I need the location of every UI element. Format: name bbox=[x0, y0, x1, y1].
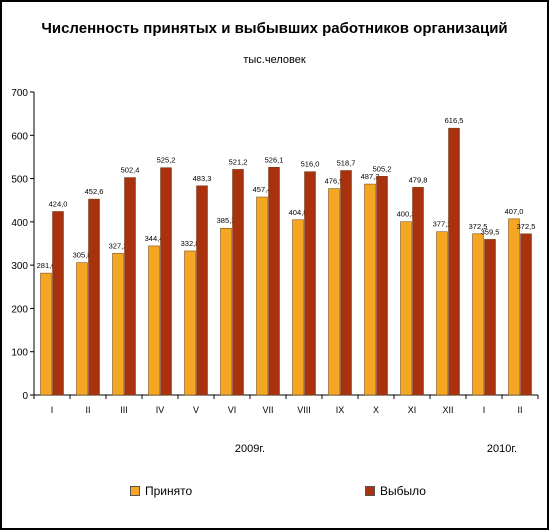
x-tick-label: V bbox=[193, 405, 199, 415]
bar-series-1 bbox=[52, 211, 64, 396]
bar-series-0 bbox=[76, 262, 88, 396]
data-label-series-0: 407,0 bbox=[505, 207, 524, 216]
bar-series-0 bbox=[400, 221, 412, 396]
bar-series-0 bbox=[148, 245, 160, 396]
bar-series-1 bbox=[376, 176, 388, 396]
data-label-series-1: 505,2 bbox=[373, 164, 392, 173]
y-tick-label: 100 bbox=[11, 348, 28, 359]
x-tick-label: I bbox=[51, 405, 54, 415]
legend-item-series-1: Выбыло bbox=[365, 484, 426, 498]
bar-series-0 bbox=[472, 233, 484, 396]
bar-series-1 bbox=[340, 170, 352, 396]
y-tick-label: 0 bbox=[22, 391, 28, 402]
y-tick-label: 200 bbox=[11, 304, 28, 315]
bar-series-1 bbox=[232, 169, 244, 396]
bar-series-1 bbox=[412, 187, 424, 396]
y-tick-label: 700 bbox=[11, 88, 28, 99]
bar-series-0 bbox=[40, 272, 52, 396]
bar-series-1 bbox=[196, 185, 208, 396]
data-label-series-0: 332,8 bbox=[181, 239, 200, 248]
data-label-series-0: 377,2 bbox=[433, 220, 452, 229]
y-tick-label: 500 bbox=[11, 175, 28, 186]
data-label-series-1: 483,3 bbox=[193, 174, 212, 183]
bar-series-0 bbox=[112, 253, 124, 396]
data-label-series-1: 452,6 bbox=[85, 187, 104, 196]
x-tick-label: I bbox=[483, 405, 486, 415]
data-label-series-0: 385,3 bbox=[217, 216, 236, 225]
bar-series-0 bbox=[256, 196, 268, 396]
data-label-series-1: 525,2 bbox=[157, 156, 176, 165]
data-label-series-1: 526,1 bbox=[265, 155, 284, 164]
y-tick-label: 300 bbox=[11, 261, 28, 272]
data-label-series-1: 516,0 bbox=[301, 160, 320, 169]
x-tick-label: VIII bbox=[297, 405, 311, 415]
data-label-series-0: 344,4 bbox=[145, 234, 164, 243]
bar-series-1 bbox=[268, 167, 280, 396]
x-tick-label: X bbox=[373, 405, 379, 415]
bar-series-0 bbox=[364, 183, 376, 396]
data-label-series-1: 424,0 bbox=[49, 199, 68, 208]
data-label-series-0: 327,2 bbox=[109, 241, 128, 250]
bar-series-0 bbox=[328, 188, 340, 396]
x-tick-label: IX bbox=[336, 405, 345, 415]
chart-subtitle: тыс.человек bbox=[243, 54, 306, 66]
x-tick-label: XII bbox=[442, 405, 453, 415]
data-label-series-0: 305,8 bbox=[73, 251, 92, 260]
legend-swatch-series-0 bbox=[130, 486, 140, 496]
x-tick-label: VI bbox=[228, 405, 237, 415]
data-label-series-0: 281,6 bbox=[37, 261, 56, 270]
legend-swatch-series-1 bbox=[365, 486, 375, 496]
bar-series-0 bbox=[220, 227, 232, 396]
group-label: 2009г. bbox=[235, 443, 265, 455]
bar-series-0 bbox=[508, 218, 520, 396]
y-tick-label: 600 bbox=[11, 131, 28, 142]
data-label-series-0: 400,3 bbox=[397, 210, 416, 219]
x-tick-label: II bbox=[85, 405, 90, 415]
data-label-series-0: 372,5 bbox=[469, 222, 488, 231]
bar-series-0 bbox=[292, 219, 304, 396]
group-label: 2010г. bbox=[487, 443, 517, 455]
x-tick-label: II bbox=[517, 405, 522, 415]
y-tick-label: 400 bbox=[11, 218, 28, 229]
bar-series-1 bbox=[160, 167, 172, 396]
bar-series-1 bbox=[124, 177, 136, 396]
x-tick-label: IV bbox=[156, 405, 165, 415]
bar-series-1 bbox=[304, 171, 316, 396]
chart-title: Численность принятых и выбывших работник… bbox=[41, 20, 508, 37]
x-tick-label: III bbox=[120, 405, 128, 415]
data-label-series-1: 518,7 bbox=[337, 158, 356, 167]
legend-label-series-0: Принято bbox=[145, 484, 193, 498]
data-label-series-0: 457,4 bbox=[253, 185, 272, 194]
x-tick-label: XI bbox=[408, 405, 417, 415]
x-tick-label: VII bbox=[262, 405, 273, 415]
bar-series-0 bbox=[436, 231, 448, 396]
data-label-series-0: 487,3 bbox=[361, 172, 380, 181]
data-label-series-1: 359,5 bbox=[481, 227, 500, 236]
bar-series-1 bbox=[520, 233, 532, 396]
bar-series-0 bbox=[184, 250, 196, 396]
legend-label-series-1: Выбыло bbox=[380, 484, 426, 498]
data-label-series-1: 372,5 bbox=[517, 222, 536, 231]
data-label-series-1: 479,8 bbox=[409, 175, 428, 184]
data-label-series-0: 476,9 bbox=[325, 177, 344, 186]
data-label-series-1: 616,5 bbox=[445, 116, 464, 125]
data-label-series-1: 521,2 bbox=[229, 157, 248, 166]
data-label-series-1: 502,4 bbox=[121, 166, 140, 175]
bar-series-1 bbox=[484, 239, 496, 396]
bar-series-1 bbox=[88, 198, 100, 396]
bar-series-1 bbox=[448, 127, 460, 396]
data-label-series-0: 404,8 bbox=[289, 208, 308, 217]
legend-item-series-0: Принято bbox=[130, 484, 192, 498]
